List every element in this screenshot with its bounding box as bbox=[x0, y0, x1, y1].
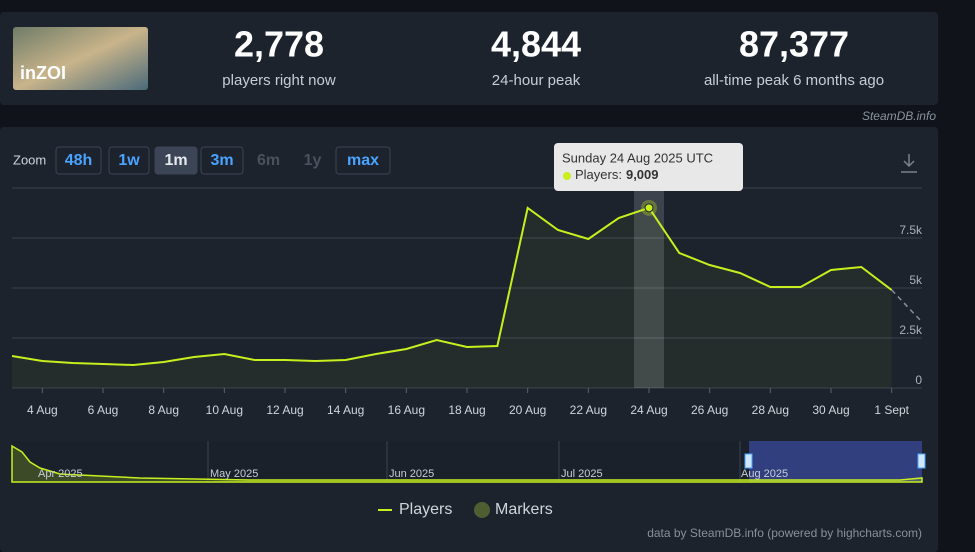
zoom-button[interactable] bbox=[108, 146, 150, 175]
credits[interactable]: data by SteamDB.info (powered by highcha… bbox=[647, 526, 922, 540]
legend-item[interactable]: Markers bbox=[495, 501, 553, 518]
navigator-handle[interactable] bbox=[744, 453, 753, 469]
game-logo: inZOI bbox=[20, 63, 66, 83]
x-tick-label: 28 Aug bbox=[752, 403, 789, 417]
navigator-handle[interactable] bbox=[917, 453, 926, 469]
navigator-label: Jun 2025 bbox=[389, 468, 434, 480]
tooltip-value: 9,009 bbox=[626, 167, 659, 182]
zoom-button-label[interactable]: 48h bbox=[65, 152, 93, 169]
tooltip bbox=[554, 143, 743, 191]
x-tick-label: 20 Aug bbox=[509, 403, 546, 417]
y-tick-label: 7.5k bbox=[899, 223, 923, 237]
zoom-button-label: 6m bbox=[257, 152, 280, 169]
zoom-buttons: 48h 1w 1m 3m 6m 1y max bbox=[55, 146, 391, 175]
tooltip-label: Players: 9,009 bbox=[575, 167, 659, 182]
stat-label: all-time peak 6 months ago bbox=[704, 72, 884, 89]
x-tick-label: 8 Aug bbox=[148, 403, 179, 417]
area bbox=[12, 207, 892, 388]
plot: 0 2.5k 5k 7.5k 4 Aug 6 Aug 8 Aug 10 Aug 12 Aug 14… bbox=[11, 143, 923, 417]
x-tick-label: 26 Aug bbox=[691, 403, 728, 417]
x-tick-label: 16 Aug bbox=[388, 403, 425, 417]
tooltip-series: Players: bbox=[575, 167, 622, 182]
zoom-button-label[interactable]: 1m bbox=[164, 152, 187, 169]
x-tick-label: 1 Sept bbox=[874, 403, 909, 417]
stat-label: 24-hour peak bbox=[492, 72, 581, 89]
x-tick-label: 24 Aug bbox=[630, 403, 667, 417]
navigator-grid bbox=[207, 441, 741, 482]
x-tick-label: 30 Aug bbox=[812, 403, 849, 417]
line bbox=[11, 206, 893, 367]
stat-value: 4,844 bbox=[491, 24, 581, 65]
y-tick-label: 5k bbox=[909, 273, 923, 287]
y-tick-label: 2.5k bbox=[899, 323, 923, 337]
header-panel bbox=[0, 12, 938, 105]
zoom-button[interactable] bbox=[335, 146, 391, 175]
tooltip-title: Sunday 24 Aug 2025 UTC bbox=[562, 150, 713, 165]
navigator-series bbox=[11, 444, 923, 483]
zoom-button-label[interactable]: 1w bbox=[118, 152, 140, 169]
stat-label: players right now bbox=[222, 72, 336, 89]
stat-value: 2,778 bbox=[234, 24, 324, 65]
x-tick-label: 6 Aug bbox=[88, 403, 119, 417]
navigator-labels: Apr 2025 May 2025 Jun 2025 Jul 2025 Aug 2025 bbox=[38, 468, 788, 480]
navigator bbox=[12, 441, 922, 482]
zoom-button[interactable] bbox=[154, 146, 198, 175]
zoom-button[interactable] bbox=[200, 146, 244, 175]
source-link[interactable]: SteamDB.info bbox=[862, 109, 936, 123]
zoom-label: Zoom bbox=[13, 152, 46, 167]
x-tick-label: 14 Aug bbox=[327, 403, 364, 417]
navigator-label: Aug 2025 bbox=[741, 468, 788, 480]
stat-value: 87,377 bbox=[739, 24, 849, 65]
navigator-label: Jul 2025 bbox=[561, 468, 603, 480]
zoom-button-label: 1y bbox=[304, 152, 322, 169]
x-tick-label: 22 Aug bbox=[570, 403, 607, 417]
x-tick-label: 4 Aug bbox=[27, 403, 58, 417]
navigator-selection[interactable] bbox=[749, 441, 922, 482]
hover-point bbox=[644, 203, 654, 213]
line-partial bbox=[891, 289, 923, 323]
x-tick-label: 10 Aug bbox=[206, 403, 243, 417]
legend-item[interactable]: Players bbox=[399, 501, 452, 518]
tooltip-symbol bbox=[563, 172, 571, 180]
legend-symbol bbox=[474, 502, 490, 518]
download-button[interactable] bbox=[901, 154, 917, 173]
navigator-label: Apr 2025 bbox=[38, 468, 83, 480]
x-tick-label: 12 Aug bbox=[266, 403, 303, 417]
zoom-button[interactable] bbox=[55, 146, 102, 175]
game-image[interactable] bbox=[13, 27, 148, 90]
zoom-button-label[interactable]: max bbox=[347, 152, 379, 169]
navigator-label: May 2025 bbox=[210, 468, 258, 480]
zoom-button-label[interactable]: 3m bbox=[210, 152, 233, 169]
x-tick-label: 18 Aug bbox=[448, 403, 485, 417]
y-tick-label: 0 bbox=[915, 373, 922, 387]
